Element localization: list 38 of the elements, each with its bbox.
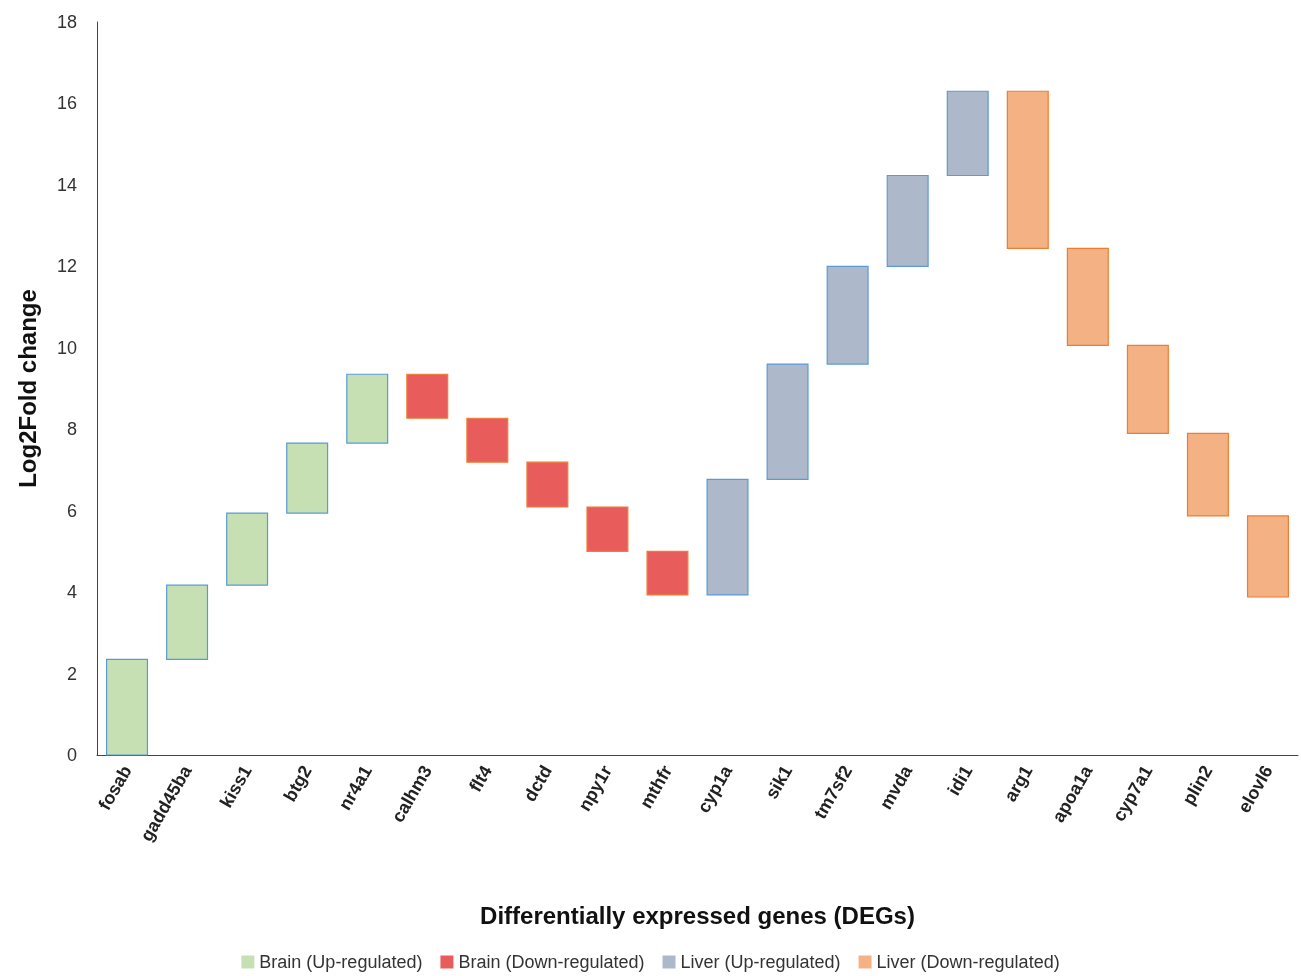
bar [1066,247,1109,346]
x-tick-label: idi1 [943,762,977,799]
bar [586,506,629,552]
y-tick-label: 14 [56,174,77,195]
legend-label: Liver (Up-regulated) [680,952,841,972]
bar [1006,90,1049,250]
bar [466,417,509,463]
y-tick-label: 6 [66,500,77,521]
bar [106,658,149,756]
bar [766,363,809,480]
bar [826,265,869,365]
bar [1186,432,1229,517]
x-axis-title: Differentially expressed genes (DEGs) [480,901,915,929]
bar [286,442,329,514]
bar [406,373,449,419]
bar [346,373,389,444]
y-tick-label: 2 [66,663,77,684]
bar [1126,344,1169,434]
y-tick-label: 16 [56,93,77,114]
y-tick-label: 0 [66,745,77,765]
bar [646,550,689,596]
y-tick-label: 12 [56,256,77,277]
legend-label: Brain (Up-regulated) [259,952,423,972]
bar [946,90,989,177]
bar [706,478,749,596]
bar [226,512,269,586]
x-tick-label: flt4 [465,762,496,796]
y-tick-label: 10 [56,337,77,358]
y-tick-label: 4 [66,582,77,603]
y-axis-title: Log2Fold change [13,289,41,488]
bar [526,461,569,508]
bar [1246,515,1289,598]
y-tick-label: 18 [56,12,77,32]
legend-label: Liver (Down-regulated) [876,952,1060,972]
y-tick-label: 8 [66,419,77,440]
legend-label: Brain (Down-regulated) [458,952,645,972]
bar [886,174,929,267]
bar [166,584,209,660]
